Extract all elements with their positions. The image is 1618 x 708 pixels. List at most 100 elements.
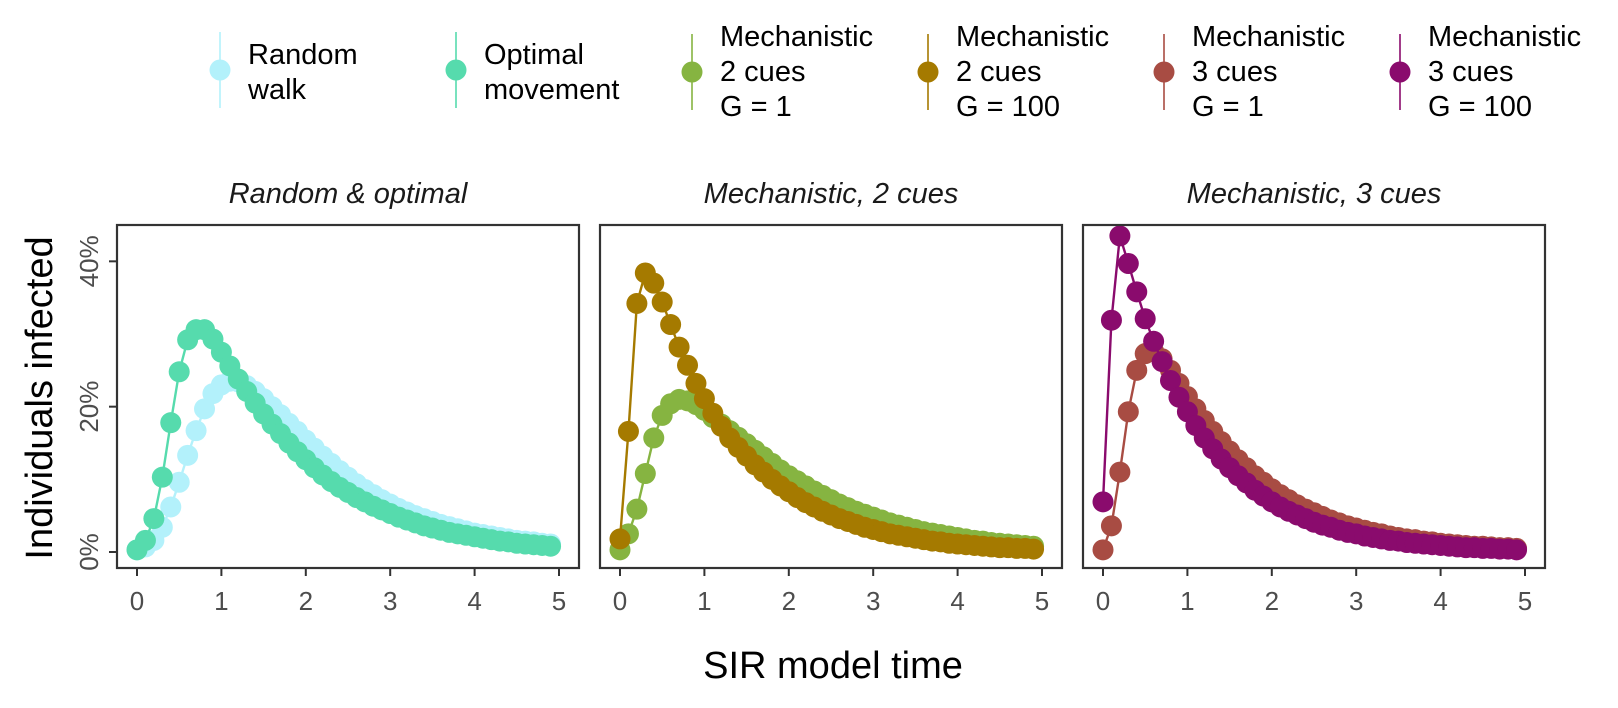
x-tick-label: 0 bbox=[130, 586, 144, 616]
x-tick-label: 5 bbox=[1035, 586, 1049, 616]
data-point bbox=[1126, 281, 1148, 303]
legend-label: G = 100 bbox=[956, 91, 1060, 123]
panel-border bbox=[1081, 223, 1547, 570]
legend-label: Random bbox=[248, 39, 358, 71]
series-line-m2g1 bbox=[618, 398, 1034, 551]
x-tick-label: 1 bbox=[1180, 586, 1194, 616]
data-point bbox=[160, 412, 182, 434]
data-point bbox=[685, 372, 707, 394]
data-point bbox=[617, 420, 639, 442]
data-point bbox=[1506, 539, 1528, 561]
panel-title: Mechanistic, 3 cues bbox=[1187, 178, 1442, 210]
data-point bbox=[677, 354, 699, 376]
legend-label: Optimal bbox=[484, 39, 584, 71]
data-point bbox=[194, 398, 216, 420]
x-tick-label: 5 bbox=[1518, 586, 1532, 616]
x-tick-label: 2 bbox=[299, 586, 313, 616]
data-point bbox=[1126, 359, 1148, 381]
plot-area bbox=[609, 262, 1045, 561]
data-point bbox=[668, 336, 690, 358]
legend-label: G = 1 bbox=[1192, 91, 1264, 123]
x-tick-label: 1 bbox=[697, 586, 711, 616]
data-point bbox=[143, 508, 165, 530]
data-point bbox=[177, 444, 199, 466]
plot-area bbox=[1092, 225, 1528, 561]
x-tick-label: 5 bbox=[552, 586, 566, 616]
data-point bbox=[168, 361, 190, 383]
legend-key-marker bbox=[1153, 61, 1175, 83]
data-point bbox=[634, 463, 656, 485]
legend-key-marker bbox=[209, 59, 231, 81]
data-point bbox=[626, 498, 648, 520]
y-tick-label: 40% bbox=[74, 235, 104, 287]
legend-label: movement bbox=[484, 74, 619, 106]
series-m2g100 bbox=[609, 262, 1045, 560]
data-point bbox=[160, 496, 182, 518]
x-axis-title: SIR model time bbox=[703, 645, 963, 687]
data-point bbox=[1092, 539, 1114, 561]
x-tick-label: 2 bbox=[1265, 586, 1279, 616]
x-tick-label: 3 bbox=[1349, 586, 1363, 616]
data-point bbox=[151, 466, 173, 488]
y-tick-label: 20% bbox=[74, 381, 104, 433]
data-point bbox=[1117, 253, 1139, 275]
panel-1: Random & optimal 0 1 2 3 4 5 0% 20% 40% bbox=[74, 178, 581, 616]
series-optimal bbox=[126, 319, 562, 561]
data-point bbox=[1134, 308, 1156, 330]
legend-key-marker bbox=[681, 61, 703, 83]
data-point bbox=[134, 529, 156, 551]
data-point bbox=[540, 535, 562, 557]
legend-key-marker bbox=[445, 59, 467, 81]
x-tick-label: 1 bbox=[214, 586, 228, 616]
x-tick-label: 4 bbox=[1433, 586, 1447, 616]
x-tick-label: 0 bbox=[1096, 586, 1110, 616]
panel-border bbox=[115, 223, 581, 570]
data-point bbox=[1092, 491, 1114, 513]
x-tick-label: 2 bbox=[782, 586, 796, 616]
series-m2g1 bbox=[609, 388, 1045, 561]
data-point bbox=[168, 471, 190, 493]
legend-label: G = 100 bbox=[1428, 91, 1532, 123]
x-tick-label: 4 bbox=[467, 586, 481, 616]
data-point bbox=[1143, 330, 1165, 352]
data-point bbox=[1160, 370, 1182, 392]
legend-label: 2 cues bbox=[956, 56, 1041, 88]
y-tick-label: 0% bbox=[74, 533, 104, 571]
x-tick-label: 4 bbox=[950, 586, 964, 616]
panel-title: Mechanistic, 2 cues bbox=[704, 178, 959, 210]
data-point bbox=[1100, 515, 1122, 537]
panel-2: Mechanistic, 2 cues 0 1 2 3 4 5 bbox=[598, 178, 1064, 616]
legend-key-marker bbox=[917, 61, 939, 83]
data-point bbox=[1151, 351, 1173, 373]
data-point bbox=[643, 427, 665, 449]
legend-label: 2 cues bbox=[720, 56, 805, 88]
data-point bbox=[1100, 309, 1122, 331]
data-point bbox=[651, 291, 673, 313]
data-point bbox=[1023, 538, 1045, 560]
data-point bbox=[626, 292, 648, 314]
x-tick-label: 3 bbox=[383, 586, 397, 616]
data-point bbox=[643, 272, 665, 294]
legend-label: Mechanistic bbox=[1192, 21, 1345, 53]
legend-label: G = 1 bbox=[720, 91, 792, 123]
data-point bbox=[1109, 461, 1131, 483]
panel-title: Random & optimal bbox=[229, 178, 469, 210]
legend-label: Mechanistic bbox=[956, 21, 1109, 53]
y-axis-title: Individuals infected bbox=[19, 236, 61, 559]
panels: Random & optimal 0 1 2 3 4 5 0% 20% 40% Mechanisti… bbox=[74, 178, 1547, 616]
data-point bbox=[1109, 225, 1131, 247]
x-tick-label: 0 bbox=[613, 586, 627, 616]
x-tick-label: 3 bbox=[866, 586, 880, 616]
legend-label: Mechanistic bbox=[720, 21, 873, 53]
legend-label: Mechanistic bbox=[1428, 21, 1581, 53]
data-point bbox=[185, 420, 207, 442]
legend-label: 3 cues bbox=[1428, 56, 1513, 88]
panel-3: Mechanistic, 3 cues 0 1 2 3 4 5 bbox=[1081, 178, 1547, 616]
